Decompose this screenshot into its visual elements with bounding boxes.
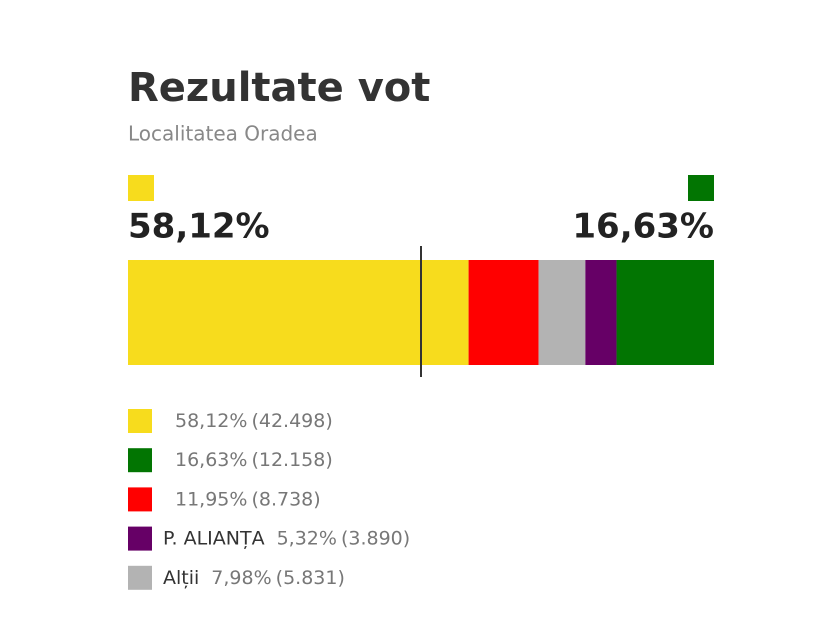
legend-swatch: [128, 487, 152, 512]
legend-swatch: [128, 448, 152, 473]
chart-title: Rezultate vot: [128, 65, 430, 111]
legend-name: P. ALIANȚA: [163, 527, 265, 549]
headline-value: 58,12%: [128, 207, 270, 247]
legend-swatch: [128, 409, 152, 433]
legend-entry: P. ALIANȚA 5,32% (3.890): [163, 527, 410, 549]
legend-votes: (3.890): [341, 527, 410, 549]
legend-votes: (12.158): [251, 449, 332, 471]
legend-value: 16,63%: [175, 449, 247, 471]
bar-segment: [616, 260, 714, 365]
legend-entry: Alții 7,98% (5.831): [163, 566, 345, 588]
headline-value: 16,63%: [572, 207, 714, 247]
legend-votes: (42.498): [251, 410, 332, 432]
bar-segment: [585, 260, 617, 365]
legend-value: 5,32%: [277, 527, 337, 549]
legend-entry: 58,12% (42.498): [175, 410, 333, 432]
legend-swatch: [128, 565, 152, 590]
bar-segment: [468, 260, 539, 365]
legend-value: 7,98%: [211, 566, 271, 588]
chart-subtitle: Localitatea Oradea: [128, 122, 318, 146]
legend-swatch: [128, 526, 152, 551]
headline-swatch: [688, 175, 714, 201]
legend-value: 11,95%: [175, 488, 247, 510]
legend-votes: (5.831): [276, 566, 345, 588]
headline-swatch: [128, 175, 154, 201]
legend-entry: 16,63% (12.158): [175, 449, 333, 471]
legend-value: 58,12%: [175, 410, 247, 432]
bar-segment: [538, 260, 586, 365]
bar-segment: [128, 260, 469, 365]
legend-votes: (8.738): [251, 488, 320, 510]
legend-name: Alții: [163, 566, 199, 588]
legend-entry: 11,95% (8.738): [175, 488, 321, 510]
